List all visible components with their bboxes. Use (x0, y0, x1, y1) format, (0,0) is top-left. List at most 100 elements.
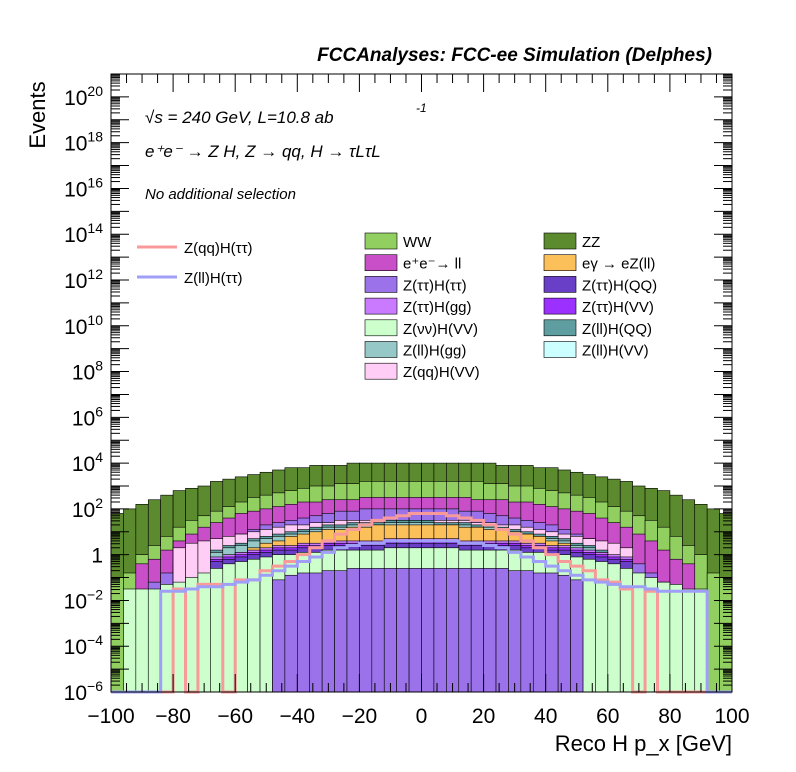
y-tick-label: 106 (72, 403, 103, 430)
x-tick-label: −20 (342, 705, 378, 728)
histogram-bin (172, 581, 186, 693)
y-tick-label: 10−6 (64, 678, 104, 705)
histogram-bin (644, 577, 658, 693)
process-annotation: e⁺e⁻ → Z H, Z → qq, H → τLτL (145, 142, 381, 161)
histogram-bin (284, 574, 298, 693)
x-tick-label: −60 (217, 705, 253, 728)
y-tick-label: 1018 (64, 129, 103, 156)
legend-label: Z(ll)H(ττ) (184, 270, 243, 287)
y-tick-label: 10−4 (64, 632, 104, 659)
legend-box-swatch (364, 297, 398, 315)
x-axis-label: Reco H p_x [GeV] (555, 731, 732, 756)
legend-box-swatch (543, 341, 577, 358)
histogram-bin (309, 572, 323, 693)
y-tick-label: 1010 (64, 312, 103, 339)
legend-box-swatch (364, 341, 398, 358)
histogram-bin (123, 588, 137, 693)
histogram-bin (470, 568, 484, 693)
x-tick-label: −40 (279, 705, 315, 728)
histogram-bin (545, 572, 559, 693)
legend-box-swatch (364, 232, 398, 250)
y-tick-label: 10−2 (64, 586, 104, 613)
y-tick-label: 104 (72, 449, 103, 476)
legend-label: Z(ττ)H(gg) (403, 299, 472, 316)
legend-box-swatch (543, 232, 577, 250)
histogram-bin (446, 568, 460, 693)
histogram-bin (359, 568, 373, 693)
y-axis: 10−6 10−4 10−2 1 102 104 106 108 1010 1012 1014 101… (64, 74, 732, 705)
histogram-bin (185, 577, 199, 693)
x-tick-label: −80 (155, 705, 191, 728)
histogram-bin (346, 568, 360, 693)
histogram-bin (520, 570, 534, 693)
overlay-histograms (111, 511, 732, 694)
legend-box-swatch (543, 276, 577, 293)
histogram-bin (147, 588, 161, 693)
x-axis: −100 −80 −60 −40 −20 0 20 40 60 80 100 (87, 74, 750, 728)
histogram-bin (334, 570, 348, 693)
histogram-bin (495, 568, 509, 693)
legend-box-swatch (364, 319, 398, 337)
histogram-bin (669, 584, 683, 693)
legend-label: eγ → eZ(ll) (582, 256, 655, 273)
stacked-histograms (110, 462, 733, 693)
x-tick-label: −100 (87, 705, 134, 728)
y-tick-label: 1016 (64, 174, 103, 201)
y-tick-label: 108 (72, 358, 103, 385)
legend-label: Z(qq)H(VV) (403, 364, 480, 381)
histogram-bin (570, 579, 584, 693)
legend-box-swatch (543, 297, 577, 315)
energy-annotation: √s = 240 GeV, L=10.8 ab (145, 108, 334, 127)
legend-box-swatch (364, 254, 398, 271)
histogram-bin (383, 568, 397, 693)
legend-label: Z(ll)H(QQ) (582, 321, 652, 338)
legend-box-swatch (543, 319, 577, 337)
histogram-bin (682, 588, 696, 693)
histogram-bin (272, 579, 286, 693)
histogram-bin (532, 572, 547, 693)
histogram-bin (197, 572, 211, 693)
y-tick-label: 102 (72, 495, 103, 522)
x-tick-label: 40 (534, 705, 557, 728)
histogram-bin (632, 572, 646, 693)
legend: Z(qq)H(ττ) Z(ll)H(ττ) WW e⁺e⁻→ ll Z(ττ)H(ττ)… (137, 232, 657, 381)
legend-label: WW (403, 234, 432, 251)
histogram-bin (483, 568, 497, 693)
line-z-ll-h (111, 539, 732, 694)
histogram-bin (557, 574, 571, 693)
histogram-bin (296, 572, 311, 693)
histogram-bin (321, 570, 335, 693)
histogram-bin (396, 568, 410, 693)
legend-box-swatch (543, 254, 577, 271)
x-tick-label: 60 (596, 705, 619, 728)
histogram-bin (408, 568, 422, 693)
x-tick-label: 0 (416, 705, 428, 728)
legend-label: Z(ττ)H(QQ) (582, 277, 657, 294)
histogram-bin (433, 568, 447, 693)
histogram-bin (719, 577, 733, 693)
y-tick-label: 1 (91, 545, 103, 568)
histogram-bin (508, 570, 522, 693)
x-tick-label: 20 (472, 705, 495, 728)
y-tick-label: 1014 (64, 220, 103, 247)
legend-label: Z(ll)H(gg) (403, 343, 466, 360)
histogram-bin (259, 556, 273, 693)
histogram-bin (135, 588, 149, 693)
histogram-bin (421, 568, 435, 693)
legend-label: e⁺e⁻→ ll (403, 256, 461, 273)
y-axis-label: Events (25, 81, 50, 148)
legend-box-swatch (364, 362, 398, 380)
luminosity-unit-exponent: -1 (416, 101, 427, 115)
histogram-bin (706, 572, 720, 693)
x-tick-label: 80 (658, 705, 681, 728)
y-tick-label: 1012 (64, 266, 103, 293)
histogram-bin (160, 584, 174, 693)
legend-label: Z(ττ)H(ττ) (403, 277, 467, 294)
histogram-bin (694, 588, 708, 693)
band-zz-inner (272, 568, 584, 693)
selection-annotation: No additional selection (145, 186, 296, 203)
legend-label: Z(qq)H(ττ) (184, 240, 253, 257)
histogram-bin (657, 581, 671, 693)
legend-label: Z(νν)H(VV) (403, 321, 478, 338)
